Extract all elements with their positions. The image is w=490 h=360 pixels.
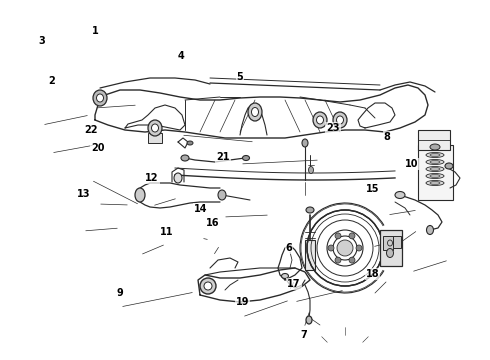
- Circle shape: [200, 278, 216, 294]
- Text: 19: 19: [236, 297, 249, 307]
- Ellipse shape: [151, 124, 158, 132]
- Bar: [418, 130, 450, 150]
- Ellipse shape: [97, 94, 103, 102]
- Ellipse shape: [426, 166, 444, 171]
- Ellipse shape: [426, 174, 444, 179]
- Text: 22: 22: [84, 125, 98, 135]
- Ellipse shape: [306, 207, 314, 213]
- Text: 4: 4: [178, 51, 185, 61]
- Text: 20: 20: [91, 143, 105, 153]
- Ellipse shape: [395, 192, 405, 198]
- Text: 14: 14: [194, 204, 208, 214]
- Ellipse shape: [430, 153, 440, 157]
- Bar: [148, 133, 162, 143]
- Ellipse shape: [243, 156, 249, 161]
- Text: 10: 10: [405, 159, 418, 169]
- Ellipse shape: [135, 188, 145, 202]
- Ellipse shape: [181, 155, 189, 161]
- Ellipse shape: [148, 120, 162, 136]
- Circle shape: [335, 257, 341, 263]
- Circle shape: [349, 257, 355, 263]
- Bar: [305, 240, 315, 270]
- Text: 16: 16: [206, 218, 220, 228]
- Text: 17: 17: [287, 279, 301, 289]
- Bar: [380, 230, 402, 266]
- Text: 7: 7: [300, 330, 307, 340]
- Ellipse shape: [337, 116, 343, 124]
- Bar: [383, 236, 393, 250]
- Ellipse shape: [313, 112, 327, 128]
- Circle shape: [356, 245, 362, 251]
- Text: 2: 2: [48, 76, 55, 86]
- Text: 5: 5: [237, 72, 244, 82]
- Ellipse shape: [306, 316, 312, 324]
- Ellipse shape: [218, 190, 226, 200]
- Bar: [393, 236, 401, 248]
- Ellipse shape: [426, 153, 444, 158]
- Ellipse shape: [445, 163, 453, 169]
- Text: 3: 3: [38, 36, 45, 46]
- Circle shape: [335, 233, 341, 239]
- Text: 8: 8: [384, 132, 391, 142]
- Ellipse shape: [93, 90, 107, 106]
- Circle shape: [337, 240, 353, 256]
- Circle shape: [349, 233, 355, 239]
- Text: 6: 6: [286, 243, 293, 253]
- Text: 18: 18: [366, 269, 379, 279]
- Ellipse shape: [309, 166, 314, 174]
- Ellipse shape: [430, 181, 440, 184]
- Text: 11: 11: [160, 227, 173, 237]
- Ellipse shape: [251, 108, 259, 117]
- Ellipse shape: [426, 180, 444, 185]
- Ellipse shape: [302, 139, 308, 147]
- Ellipse shape: [430, 175, 440, 177]
- Text: 9: 9: [117, 288, 123, 298]
- Ellipse shape: [174, 173, 182, 183]
- Ellipse shape: [248, 103, 262, 121]
- Ellipse shape: [430, 167, 440, 171]
- Ellipse shape: [387, 248, 393, 257]
- Text: 15: 15: [366, 184, 379, 194]
- Ellipse shape: [333, 112, 347, 128]
- Ellipse shape: [430, 144, 440, 150]
- Text: 21: 21: [216, 152, 230, 162]
- Circle shape: [328, 245, 334, 251]
- Circle shape: [204, 282, 212, 290]
- Bar: [418, 145, 453, 200]
- Text: 23: 23: [326, 123, 340, 133]
- Text: 12: 12: [145, 173, 159, 183]
- Text: 13: 13: [76, 189, 90, 199]
- Ellipse shape: [430, 161, 440, 163]
- Ellipse shape: [281, 274, 289, 279]
- Ellipse shape: [426, 225, 434, 234]
- Text: 1: 1: [92, 26, 99, 36]
- Ellipse shape: [426, 159, 444, 165]
- Ellipse shape: [187, 141, 193, 145]
- Ellipse shape: [317, 116, 323, 124]
